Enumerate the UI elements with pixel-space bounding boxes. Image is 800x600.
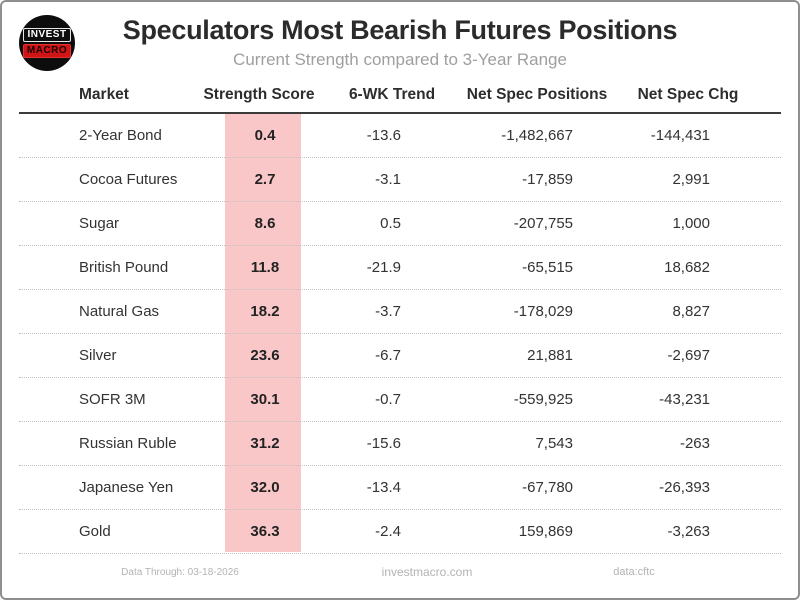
market-cell: Japanese Yen: [79, 479, 174, 496]
trend-cell: -13.6: [366, 127, 401, 144]
strength-score-cell: 32.0: [250, 479, 280, 496]
strength-score-cell: 36.3: [250, 523, 280, 540]
table-row: Natural Gas 18.2 -3.7 -178,029 8,827: [19, 290, 781, 334]
strength-score-cell: 31.2: [250, 435, 280, 452]
table-row: SOFR 3M 30.1 -0.7 -559,925 -43,231: [19, 378, 781, 422]
strength-score-cell: 0.4: [254, 127, 276, 144]
net-spec-positions-cell: 7,543: [535, 435, 573, 452]
market-cell: Cocoa Futures: [79, 171, 178, 188]
strength-score-cell: 18.2: [250, 303, 280, 320]
trend-cell: -0.7: [375, 391, 401, 408]
net-spec-chg-cell: 1,000: [672, 215, 710, 232]
net-spec-chg-cell: -26,393: [659, 479, 710, 496]
trend-cell: -3.1: [375, 171, 401, 188]
net-spec-positions-cell: -559,925: [513, 391, 573, 408]
trend-cell: -15.6: [366, 435, 401, 452]
net-spec-positions-cell: -67,780: [522, 479, 573, 496]
column-header-strength-score: Strength Score: [203, 86, 315, 103]
net-spec-positions-cell: -65,515: [522, 259, 573, 276]
table-row: British Pound 11.8 -21.9 -65,515 18,682: [19, 246, 781, 290]
website-label: investmacro.com: [381, 565, 473, 579]
column-header-market: Market: [79, 86, 129, 103]
page-title: Speculators Most Bearish Futures Positio…: [122, 15, 678, 45]
investmacro-logo-icon: INVEST MACRO: [19, 15, 75, 71]
data-through-label: Data Through: 03-18-2026: [121, 567, 239, 578]
market-cell: Natural Gas: [79, 303, 160, 320]
net-spec-positions-cell: -1,482,667: [501, 127, 573, 144]
market-cell: 2-Year Bond: [79, 127, 162, 144]
net-spec-chg-cell: -263: [679, 435, 710, 452]
net-spec-chg-cell: 8,827: [672, 303, 710, 320]
table-row: Japanese Yen 32.0 -13.4 -67,780 -26,393: [19, 466, 781, 510]
net-spec-positions-cell: 21,881: [527, 347, 573, 364]
table-row: Sugar 8.6 0.5 -207,755 1,000: [19, 202, 781, 246]
table-body: 2-Year Bond 0.4 -13.6 -1,482,667 -144,43…: [19, 112, 781, 554]
net-spec-chg-cell: -3,263: [667, 523, 710, 540]
market-cell: Gold: [79, 523, 111, 540]
net-spec-chg-cell: 2,991: [672, 171, 710, 188]
strength-score-cell: 23.6: [250, 347, 280, 364]
column-header-net-spec-positions: Net Spec Positions: [466, 86, 608, 103]
logo-invest-label: INVEST: [23, 28, 71, 42]
column-header-net-spec-chg: Net Spec Chg: [637, 86, 739, 103]
net-spec-chg-cell: -2,697: [667, 347, 710, 364]
table-row: Russian Ruble 31.2 -15.6 7,543 -263: [19, 422, 781, 466]
table-row: 2-Year Bond 0.4 -13.6 -1,482,667 -144,43…: [19, 114, 781, 158]
table-row: Cocoa Futures 2.7 -3.1 -17,859 2,991: [19, 158, 781, 202]
strength-score-cell: 11.8: [250, 259, 280, 276]
table-row: Gold 36.3 -2.4 159,869 -3,263: [19, 510, 781, 554]
market-cell: Silver: [79, 347, 117, 364]
page-subtitle: Current Strength compared to 3-Year Rang…: [233, 50, 567, 69]
net-spec-chg-cell: -144,431: [650, 127, 710, 144]
net-spec-chg-cell: 18,682: [664, 259, 710, 276]
trend-cell: -21.9: [366, 259, 401, 276]
market-cell: British Pound: [79, 259, 169, 276]
logo-macro-label: MACRO: [22, 44, 72, 58]
trend-cell: -2.4: [375, 523, 401, 540]
market-cell: SOFR 3M: [79, 391, 146, 408]
data-source-label: data:cftc: [613, 566, 655, 578]
net-spec-positions-cell: -178,029: [513, 303, 573, 320]
trend-cell: -3.7: [375, 303, 401, 320]
net-spec-positions-cell: -17,859: [522, 171, 573, 188]
table-row: Silver 23.6 -6.7 21,881 -2,697: [19, 334, 781, 378]
market-cell: Russian Ruble: [79, 435, 177, 452]
trend-cell: 0.5: [380, 215, 401, 232]
strength-score-cell: 2.7: [254, 171, 276, 188]
trend-cell: -13.4: [366, 479, 401, 496]
net-spec-chg-cell: -43,231: [659, 391, 710, 408]
net-spec-positions-cell: 159,869: [518, 523, 573, 540]
strength-score-cell: 8.6: [254, 215, 276, 232]
column-header-6wk-trend: 6-WK Trend: [348, 86, 436, 103]
net-spec-positions-cell: -207,755: [513, 215, 573, 232]
table-header-row: Market Strength Score 6-WK Trend Net Spe…: [19, 86, 781, 112]
strength-score-highlight-column: [225, 112, 301, 552]
market-cell: Sugar: [79, 215, 120, 232]
trend-cell: -6.7: [375, 347, 401, 364]
strength-score-cell: 30.1: [250, 391, 280, 408]
